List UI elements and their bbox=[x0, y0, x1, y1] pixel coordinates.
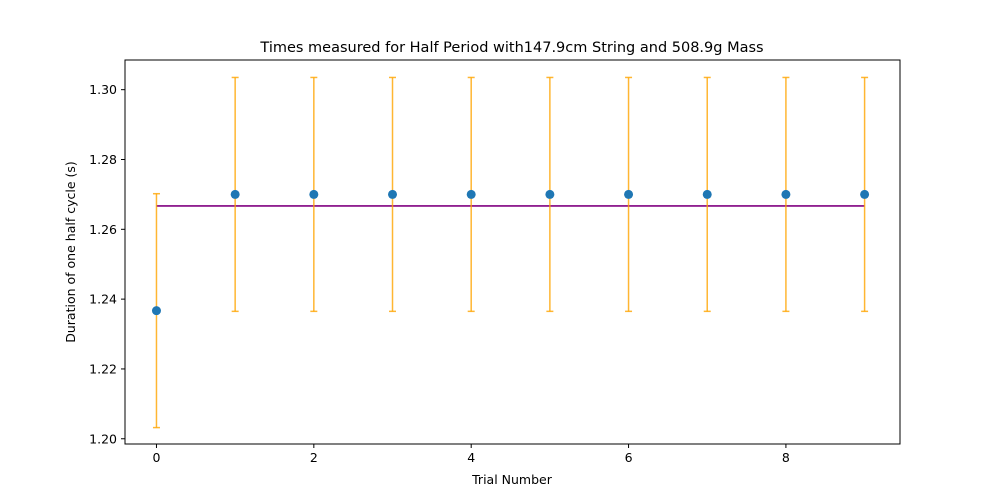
error-bars bbox=[152, 76, 869, 429]
y-tick-label: 1.30 bbox=[89, 82, 117, 97]
plot-frame bbox=[124, 59, 901, 445]
y-axis: 1.20 1.22 1.24 1.26 1.28 1.30 bbox=[89, 82, 125, 446]
y-axis-label: Duration of one half cycle (s) bbox=[63, 161, 78, 343]
y-tick-label: 1.24 bbox=[89, 292, 117, 307]
chart-title: Times measured for Half Period with147.9… bbox=[259, 40, 763, 56]
data-point bbox=[466, 189, 476, 199]
data-point bbox=[702, 189, 712, 199]
data-point bbox=[309, 189, 319, 199]
data-point bbox=[545, 189, 555, 199]
x-tick-label: 8 bbox=[782, 450, 790, 465]
x-tick-label: 6 bbox=[625, 450, 633, 465]
x-axis-label: Trial Number bbox=[471, 472, 553, 487]
data-point bbox=[230, 189, 240, 199]
data-point bbox=[388, 189, 398, 199]
y-tick-label: 1.26 bbox=[89, 222, 117, 237]
y-tick-label: 1.22 bbox=[89, 361, 117, 376]
data-point bbox=[624, 189, 634, 199]
data-point bbox=[781, 189, 791, 199]
x-tick-label: 0 bbox=[152, 450, 160, 465]
x-axis: 0 2 4 6 8 bbox=[152, 444, 790, 465]
y-tick-label: 1.28 bbox=[89, 152, 117, 167]
x-tick-label: 4 bbox=[467, 450, 475, 465]
data-point bbox=[151, 306, 161, 316]
x-tick-label: 2 bbox=[310, 450, 318, 465]
data-point bbox=[860, 189, 870, 199]
y-tick-label: 1.20 bbox=[89, 431, 117, 446]
data-points bbox=[151, 189, 870, 316]
